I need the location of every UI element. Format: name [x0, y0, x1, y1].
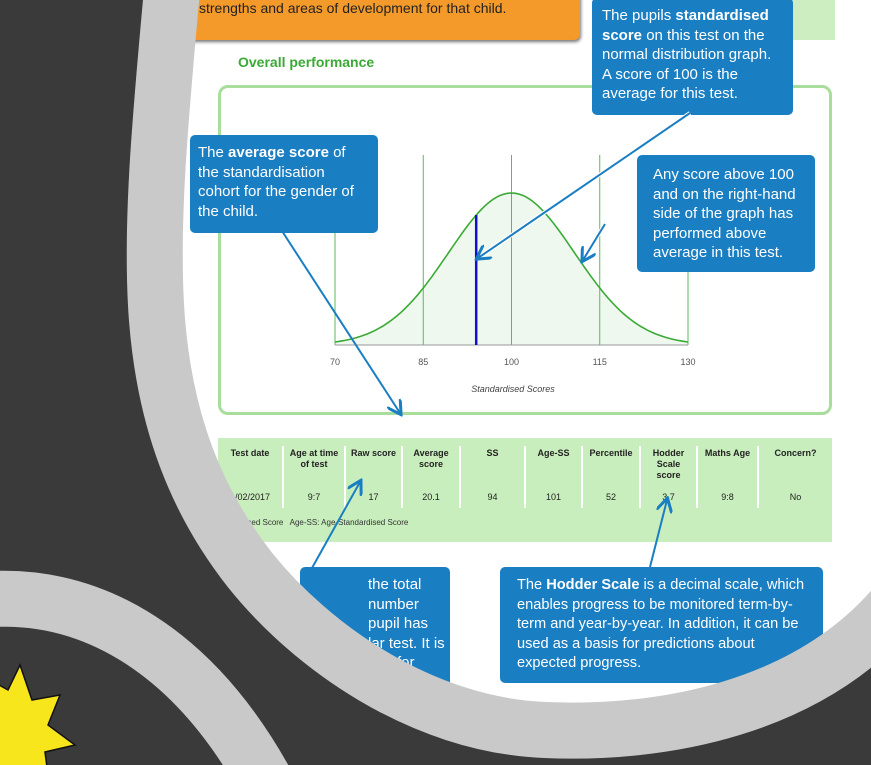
callout-bold: standardised score	[602, 7, 769, 44]
callout: Any score above 100 and on the right-han…	[637, 155, 815, 272]
callout-bold: Hodder Scale	[546, 577, 640, 593]
x-tick-label: 115	[593, 357, 607, 367]
header-cell: Age at time of test	[282, 446, 345, 490]
x-tick-label: 70	[330, 357, 340, 367]
header-cell: Percentile	[581, 446, 640, 490]
table-cell: 52	[581, 490, 640, 508]
callout-text: The	[517, 577, 547, 593]
table-cell: 94	[459, 490, 525, 508]
header-cell: Maths Age	[696, 446, 758, 490]
chart-frame	[218, 85, 832, 415]
callout-text: The	[198, 144, 229, 161]
callout: The Hodder Scale is a decimal scale, whi…	[500, 567, 823, 683]
header-cell: Test date	[230, 448, 270, 458]
header-cell: SS	[459, 446, 525, 490]
ring	[126, 0, 871, 759]
callout-text: is a decimal scale, which enables progre…	[517, 577, 805, 672]
callout-text: of the standardisation cohort for the ge…	[198, 144, 354, 220]
banner-text: strengths and areas of development for t…	[199, 0, 507, 16]
table-cell: 101	[524, 490, 582, 508]
header-cell: Average score	[401, 446, 460, 490]
callout-text: on this test on the normal distribution …	[602, 26, 772, 103]
arrow	[583, 223, 606, 260]
callout-text: Any score above 100 and on the right-han…	[653, 166, 796, 262]
callout: The average score of the standardisation…	[190, 135, 378, 233]
x-tick-label: 130	[680, 357, 695, 367]
x-axis-label: Standardised Scores	[471, 384, 555, 394]
x-tick-label: 85	[418, 357, 428, 367]
data-row: 1/02/2017 9:7 17 20.1 94 101 52 3.7 9:8 No	[218, 490, 832, 508]
x-tick-label: 100	[504, 357, 519, 367]
header-cell: Age-SS	[524, 446, 582, 490]
ring	[0, 570, 289, 765]
callout-line: lar test. It is	[368, 634, 445, 652]
table-panel: Test date Age at time of test Raw score Ave…	[198, 438, 832, 542]
table-cell: 1/02/2017	[229, 492, 271, 502]
table-cell: 9:7	[282, 490, 345, 508]
side-box	[790, 0, 835, 40]
arrow	[478, 112, 691, 258]
table-cell: 9:8	[696, 490, 758, 508]
banner: strengths and areas of development for t…	[185, 0, 580, 40]
distribution-curve	[334, 192, 689, 343]
arrow	[311, 482, 360, 569]
callout-line: pupil has	[368, 615, 429, 633]
callout-bold: average score	[228, 144, 329, 161]
table-cell: No	[757, 490, 832, 508]
callout: The pupils standardised score on this te…	[592, 0, 793, 115]
results-table: Test date Age at time of test Raw score Ave…	[218, 446, 832, 508]
callout-text: The pupils	[602, 7, 676, 24]
header-cell: Concern?	[757, 446, 832, 490]
table-cell: 20.1	[401, 490, 460, 508]
arrow	[281, 230, 400, 413]
star-icon	[0, 663, 77, 765]
header-cell: Hodder Scale score	[639, 446, 697, 490]
section-title: Overall performance	[238, 54, 375, 70]
arrow	[649, 500, 667, 568]
callout-line: the total number	[368, 576, 422, 613]
